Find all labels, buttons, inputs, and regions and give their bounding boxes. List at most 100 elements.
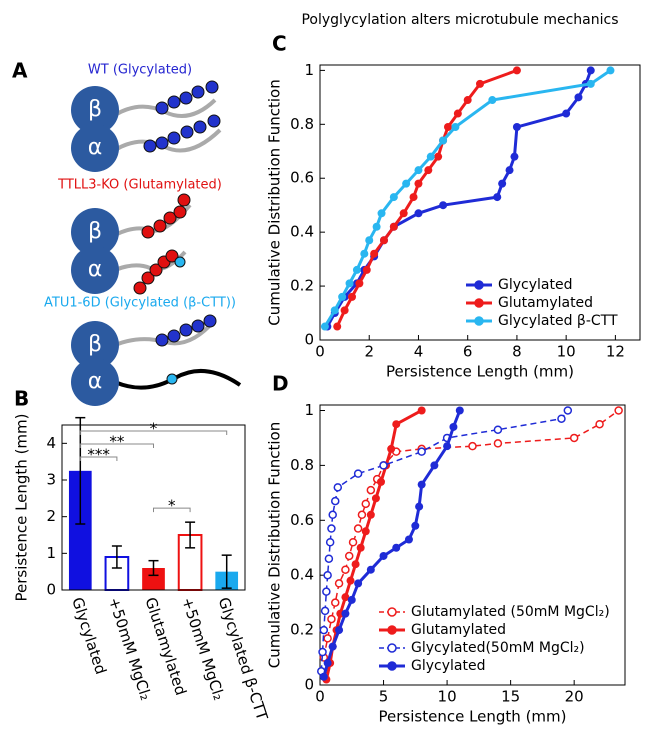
y-tick-label: 1 xyxy=(304,401,314,419)
point xyxy=(361,527,370,536)
point xyxy=(356,543,365,552)
significance-label: * xyxy=(150,420,158,438)
point xyxy=(319,625,329,635)
caption: TTLL3-KO (Glutamylated) xyxy=(57,178,222,193)
point xyxy=(377,209,386,218)
significance-bracket xyxy=(79,430,228,435)
point xyxy=(387,444,396,453)
beta-subunit xyxy=(71,321,119,369)
point xyxy=(493,439,503,448)
panel-label: D xyxy=(272,372,289,396)
x-tick-label: 4 xyxy=(414,343,424,361)
point xyxy=(402,179,411,188)
point xyxy=(362,265,371,274)
y-tick-label: 0 xyxy=(46,581,56,599)
point xyxy=(414,166,423,175)
point xyxy=(327,524,336,533)
y-tick-label: 0.8 xyxy=(290,456,314,474)
point xyxy=(344,551,354,561)
point xyxy=(318,647,327,657)
alpha-subunit xyxy=(71,246,119,294)
panel-label: C xyxy=(272,32,287,56)
legend-label: Glycylated xyxy=(498,277,572,293)
alpha-label: α xyxy=(88,257,103,282)
alpha-label: α xyxy=(88,369,103,394)
y-axis-label: Cumulative Distribution Function xyxy=(266,422,284,668)
legend-marker xyxy=(474,280,484,290)
beta-subunit xyxy=(71,208,119,256)
point xyxy=(372,222,381,231)
point xyxy=(347,595,356,604)
point xyxy=(455,406,464,415)
point xyxy=(493,193,502,202)
point xyxy=(366,565,375,574)
point xyxy=(563,406,573,415)
point xyxy=(324,554,334,563)
point xyxy=(353,469,363,478)
beads xyxy=(155,314,217,347)
bar xyxy=(142,568,165,590)
point xyxy=(476,79,484,88)
point xyxy=(354,579,363,588)
legend-label: Glutamylated (50mM MgCl₂) xyxy=(411,604,610,620)
panel-label: B xyxy=(14,387,29,411)
significance-label: * xyxy=(168,497,176,515)
x-tick-label: 10 xyxy=(438,688,457,706)
point xyxy=(392,420,401,429)
y-tick-label: 3 xyxy=(46,471,56,489)
error-bar xyxy=(221,554,232,589)
error-bar xyxy=(185,521,196,549)
point xyxy=(341,609,350,618)
point xyxy=(411,521,420,530)
legend-marker xyxy=(387,643,397,653)
point xyxy=(453,109,462,118)
bead xyxy=(174,256,186,268)
point xyxy=(366,510,375,519)
alpha-label: α xyxy=(88,135,103,160)
point xyxy=(449,422,458,431)
point xyxy=(325,538,335,547)
point xyxy=(505,166,514,175)
legend-marker xyxy=(387,661,397,671)
point xyxy=(430,461,439,470)
beta-subunit xyxy=(71,86,119,134)
y-tick-label: 0 xyxy=(304,676,314,694)
point xyxy=(380,236,388,245)
legend-label: Glycylated(50mM MgCl₂) xyxy=(411,640,585,656)
point xyxy=(463,96,472,105)
point xyxy=(498,179,507,188)
y-axis-label: Cumulative Distribution Function xyxy=(266,79,284,325)
bar xyxy=(68,470,92,590)
point xyxy=(415,502,424,511)
point xyxy=(320,322,329,331)
x-tick-label: 15 xyxy=(501,688,520,706)
point xyxy=(331,598,340,607)
y-axis-label: Persistence Length (mm) xyxy=(13,414,31,602)
alpha-subunit xyxy=(71,124,119,172)
beads xyxy=(133,193,191,295)
point xyxy=(357,510,367,520)
legend-label: Glutamylated xyxy=(411,622,506,638)
y-tick-label: 1 xyxy=(46,544,56,562)
point xyxy=(371,494,380,503)
bead xyxy=(166,373,178,385)
point xyxy=(333,322,342,331)
x-tick-label: 10 xyxy=(557,343,576,361)
point xyxy=(323,570,332,580)
point xyxy=(353,524,363,533)
x-tick-label: Glycylated β-CTT xyxy=(215,595,272,723)
point xyxy=(338,292,347,301)
x-axis-label: Persistence Length (mm) xyxy=(386,363,574,381)
y-tick-label: 0.4 xyxy=(290,223,314,241)
point xyxy=(399,209,408,218)
y-tick-label: 0.2 xyxy=(290,277,314,295)
point xyxy=(417,480,426,489)
x-tick-label: 20 xyxy=(565,688,584,706)
tail xyxy=(114,368,242,390)
point xyxy=(355,279,364,288)
point xyxy=(351,560,360,569)
legend: Glutamylated (50mM MgCl₂) Glutamylated Gly… xyxy=(379,604,610,674)
point xyxy=(323,634,332,643)
significance-label: ** xyxy=(109,433,125,451)
